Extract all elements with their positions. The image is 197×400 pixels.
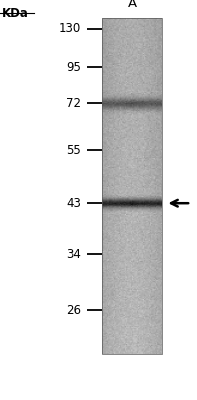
- Text: A: A: [127, 0, 137, 10]
- Text: 34: 34: [66, 248, 81, 260]
- Text: 72: 72: [66, 97, 81, 110]
- Text: 26: 26: [66, 304, 81, 316]
- Text: 43: 43: [66, 197, 81, 210]
- Text: KDa: KDa: [2, 7, 29, 20]
- Text: 55: 55: [66, 144, 81, 156]
- Text: 95: 95: [66, 61, 81, 74]
- Bar: [102, 18, 162, 354]
- Text: 130: 130: [59, 22, 81, 35]
